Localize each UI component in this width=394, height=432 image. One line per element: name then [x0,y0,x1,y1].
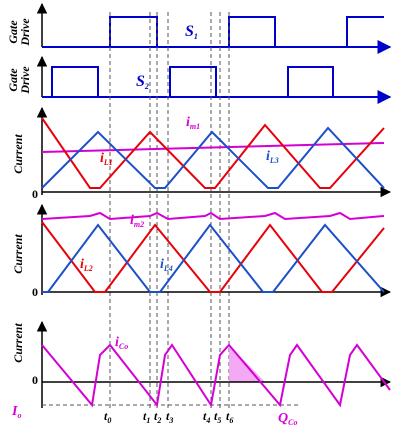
current2-ylabel: Current [11,234,25,274]
qco-label: QCo [278,411,298,427]
il4-label: iL4 [160,257,173,273]
current-1-panel [36,106,392,198]
t6-label: t6 [226,409,234,425]
current-3-panel [36,320,392,408]
current2-zero: 0 [32,285,38,299]
il3-label: iL3 [266,149,279,165]
io-label: Io [12,404,22,420]
gate2-ylabel: Gate Drive [6,66,32,94]
im1-label: im1 [186,115,201,131]
gate-drive-2-panel [36,55,392,104]
current1-zero: 0 [32,187,38,201]
s1-label: S1 [185,23,198,41]
current-2-panel [36,203,392,298]
il3-waveform [41,126,385,189]
t2-label: t2 [154,409,162,425]
ico-waveform [41,343,391,408]
ico-label: iCo [115,335,129,351]
gate-drive-1-panel [36,2,392,54]
t3-label: t3 [166,409,174,425]
il1-waveform [41,117,385,189]
im2-label: im2 [130,213,145,229]
il2-waveform [41,221,385,293]
current3-zero: 0 [32,373,38,387]
t5-label: t5 [214,409,222,425]
il1-label: iL1 [100,151,113,167]
il2-label: iL2 [80,257,93,273]
t4-label: t4 [203,409,211,425]
current1-ylabel: Current [11,134,25,174]
time-marker-lines [109,12,230,408]
t1-label: t1 [143,409,151,425]
s2-waveform [42,66,384,98]
s2-label: S2 [136,73,149,91]
t0-label: t0 [104,409,112,425]
il4-waveform [42,223,385,293]
current3-ylabel: Current [11,323,25,363]
im1-waveform [41,142,385,153]
s1-waveform [42,16,384,48]
im2-waveform [41,211,385,221]
gate1-ylabel: Gate Drive [6,18,32,46]
